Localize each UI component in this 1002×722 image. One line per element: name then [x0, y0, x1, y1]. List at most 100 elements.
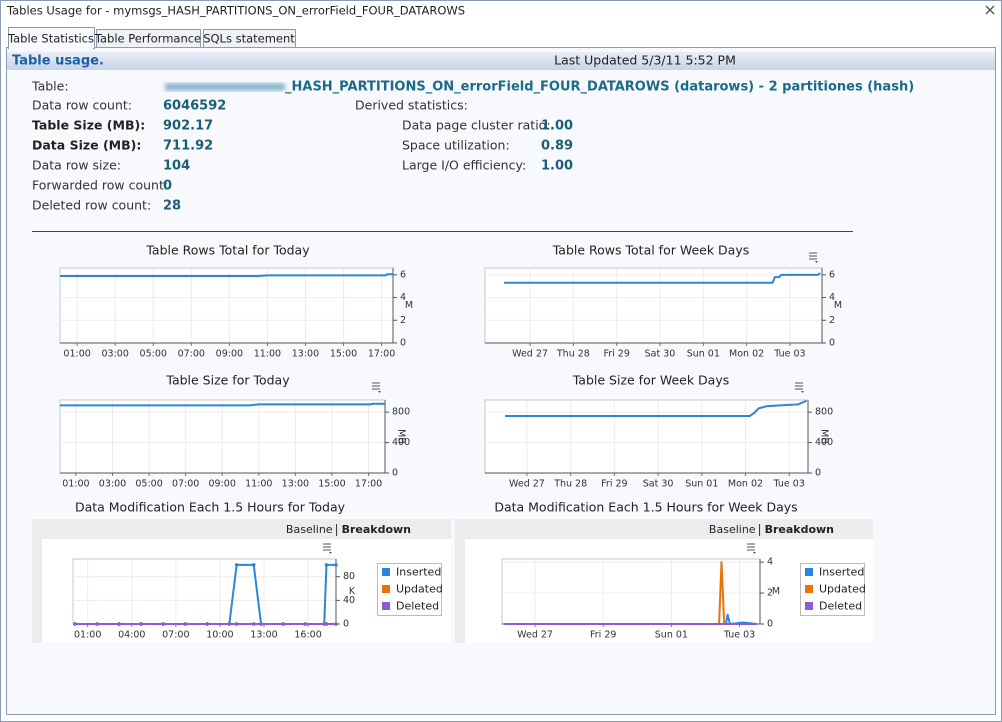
point	[183, 622, 187, 626]
stat-label: Data Size (MB):	[32, 138, 141, 153]
chart-title: Data Modification Each 1.5 Hours for Wee…	[494, 500, 797, 515]
x-tick-label: 07:00	[178, 349, 205, 360]
x-tick-label: Fri 29	[590, 630, 616, 641]
tab[interactable]: Table Statistics	[7, 28, 94, 49]
x-tick-label: Tue 03	[773, 349, 805, 360]
chart-title: Table Rows Total for Week Days	[552, 243, 750, 258]
x-tick-label: 11:00	[245, 479, 272, 490]
derived-value: 0.89	[541, 139, 573, 154]
window-title: Tables Usage for - mymsgs_HASH_PARTITION…	[6, 4, 465, 18]
point	[73, 622, 77, 626]
blurred-name	[165, 83, 285, 91]
x-tick-label: 07:00	[162, 630, 189, 641]
x-tick-label: Sat 30	[645, 349, 676, 360]
y-tick-label: 800	[392, 407, 410, 418]
x-tick-label: Wed 27	[517, 630, 553, 641]
point	[117, 622, 121, 626]
x-tick-label: 05:00	[140, 349, 167, 360]
legend-swatch	[382, 602, 390, 610]
x-tick-label: Fri 29	[603, 349, 629, 360]
stat-value: 104	[163, 159, 190, 174]
point	[281, 622, 285, 626]
y-axis-label: M	[834, 300, 842, 311]
link[interactable]: Breakdown	[765, 523, 834, 536]
y-tick-label: 0	[343, 619, 349, 630]
stat-value: 902.17	[163, 119, 213, 134]
legend-swatch	[382, 568, 390, 576]
link[interactable]: Baseline	[286, 523, 333, 536]
stat-label: Deleted row count:	[32, 198, 151, 213]
chart-title: Table Rows Total for Today	[145, 243, 310, 258]
y-tick-label: 2	[829, 315, 835, 326]
stat-label: Table Size (MB):	[32, 118, 145, 133]
point	[303, 622, 307, 626]
legend-swatch	[382, 585, 390, 593]
y-tick-label: 80	[343, 571, 355, 582]
x-tick-label: 07:00	[172, 479, 199, 490]
chart-title: Table Size for Week Days	[572, 373, 730, 388]
x-tick-label: Thu 28	[553, 479, 587, 490]
x-tick-label: 13:00	[292, 349, 319, 360]
stat-label: Data row count:	[32, 98, 132, 113]
point	[235, 622, 239, 626]
x-tick-label: Sun 01	[655, 630, 688, 641]
link[interactable]: Breakdown	[342, 523, 411, 536]
x-tick-label: Fri 29	[601, 479, 627, 490]
x-tick-label: Wed 27	[509, 479, 545, 490]
x-tick-label: 04:00	[118, 630, 145, 641]
derived-value: 1.00	[541, 119, 573, 134]
point	[252, 563, 256, 567]
y-axis-label: M	[405, 300, 413, 311]
x-tick-label: 09:00	[209, 479, 236, 490]
stat-value: 0	[163, 179, 172, 194]
y-axis-label: MB	[819, 429, 830, 444]
x-tick-label: 11:00	[254, 349, 281, 360]
stat-value: 711.92	[163, 139, 213, 154]
header-title: Table usage.	[12, 54, 104, 69]
y-tick-label: 6	[400, 269, 406, 280]
x-tick-label: Mon 02	[729, 349, 764, 360]
x-tick-label: 01:00	[63, 349, 90, 360]
y-tick-label: 0	[392, 468, 398, 479]
x-tick-label: Sat 30	[643, 479, 674, 490]
chart-title: Table Size for Today	[165, 373, 290, 388]
tab-label: SQLs statement	[203, 32, 295, 46]
point	[95, 622, 99, 626]
tab-label: Table Performance	[94, 32, 201, 46]
stat-value: 6046592	[163, 99, 226, 114]
y-tick-label: 4	[767, 557, 773, 568]
x-tick-label: 03:00	[99, 479, 126, 490]
y-tick-label: 800	[815, 407, 833, 418]
x-tick-label: 10:00	[206, 630, 233, 641]
y-tick-label: 0	[829, 338, 835, 349]
y-tick-label: 0	[767, 619, 773, 630]
legend-swatch	[805, 602, 813, 610]
legend-label: Inserted	[396, 566, 441, 579]
header-band	[7, 52, 995, 70]
tab[interactable]: SQLs statement	[203, 30, 295, 48]
point	[325, 563, 329, 567]
legend-label: Deleted	[819, 600, 862, 613]
point	[139, 622, 143, 626]
point	[228, 622, 232, 626]
y-axis-label: M	[772, 586, 780, 597]
legend-label: Deleted	[396, 600, 439, 613]
y-tick-label: 2	[400, 315, 406, 326]
x-tick-label: 13:00	[250, 630, 277, 641]
plot-area	[485, 400, 808, 473]
stat-value: 28	[163, 199, 181, 214]
point	[205, 622, 209, 626]
point	[235, 563, 239, 567]
legend-label: Inserted	[819, 566, 864, 579]
stat-label: Table:	[31, 79, 69, 94]
point	[259, 622, 263, 626]
x-tick-label: 17:00	[355, 479, 382, 490]
plot-area	[73, 559, 336, 624]
x-tick-label: Thu 28	[556, 349, 590, 360]
y-axis-label: K	[349, 586, 356, 597]
link[interactable]: Baseline	[709, 523, 756, 536]
table-name: _HASH_PARTITIONS_ON_errorField_FOUR_DATA…	[285, 80, 914, 95]
y-tick-label: 6	[829, 269, 835, 280]
x-tick-label: 09:00	[216, 349, 243, 360]
tab[interactable]: Table Performance	[94, 30, 201, 48]
